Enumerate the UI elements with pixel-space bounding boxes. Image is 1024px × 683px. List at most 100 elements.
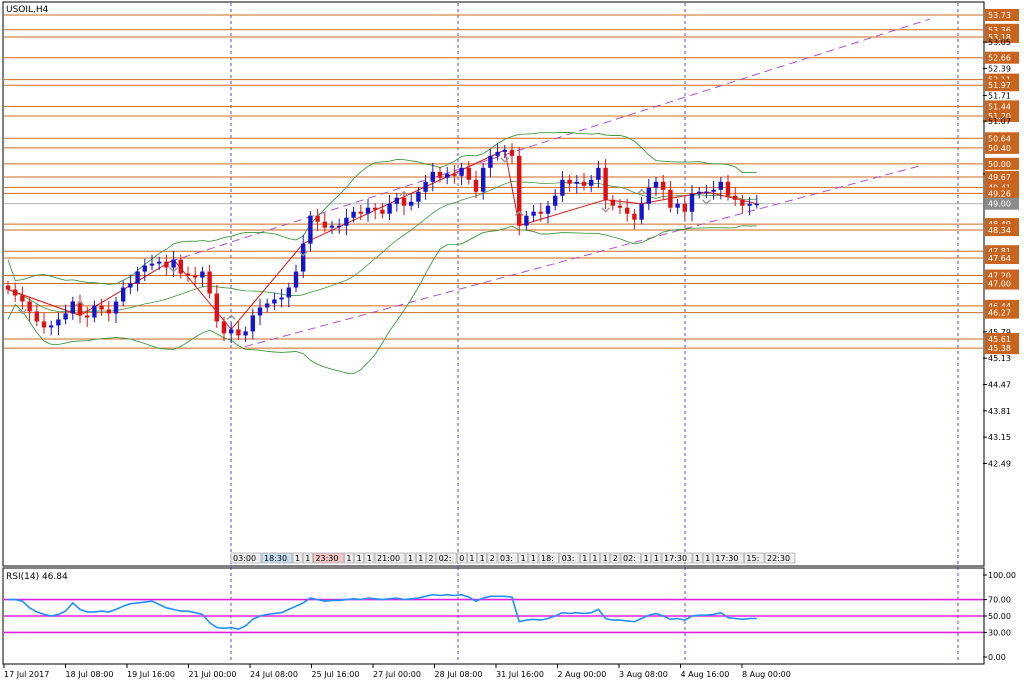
candle-body: [373, 207, 378, 210]
price-tick-label: 43.81: [988, 407, 1011, 416]
candle-body: [675, 203, 680, 208]
fractal-marker: [298, 251, 308, 257]
fractal-marker: [399, 190, 409, 197]
candle-body: [574, 181, 579, 184]
price-level-label: 51.97: [988, 81, 1011, 90]
candle-body: [416, 191, 421, 202]
time-marker-label: 03:00: [233, 554, 256, 563]
time-marker-box: [415, 552, 426, 564]
time-marker-box: [313, 552, 344, 564]
time-marker-box: [651, 552, 662, 564]
rsi-tick-label: 100.00: [988, 571, 1016, 580]
candle-body: [27, 301, 32, 312]
time-marker-label: 22:30: [767, 554, 790, 563]
candle-body: [509, 149, 515, 156]
price-level-label: 52.66: [988, 54, 1011, 63]
candle-body: [581, 181, 587, 186]
fractal-marker: [514, 210, 524, 217]
candle-body: [315, 215, 320, 222]
time-marker-label: 2: [613, 554, 618, 563]
candle-body: [646, 187, 651, 204]
price-level-label: 46.44: [988, 302, 1011, 311]
candle-body: [279, 297, 284, 300]
time-marker-label: 1: [305, 554, 310, 563]
candle-body: [20, 295, 25, 302]
price-level-tag: [985, 251, 1019, 264]
time-marker-box: [702, 552, 713, 564]
price-level-tag: [985, 51, 1019, 64]
time-marker-label: 17:30: [664, 554, 687, 563]
time-marker-box: [518, 552, 529, 564]
time-marker-label: 0: [459, 554, 464, 563]
time-marker-label: 03:: [500, 554, 513, 563]
price-tick-label: 42.49: [988, 459, 1011, 468]
candle-body: [668, 189, 673, 208]
time-marker-label: 1: [408, 554, 413, 563]
fractal-marker: [637, 188, 647, 195]
candle-body: [560, 179, 565, 196]
time-marker-label: 1: [654, 554, 659, 563]
time-marker-box: [477, 552, 488, 564]
candle-body: [697, 191, 702, 194]
time-marker-label: 1: [582, 554, 587, 563]
price-level-tag: [985, 306, 1019, 319]
price-level-label: 45.38: [988, 344, 1011, 353]
candle-body: [538, 211, 543, 214]
time-marker-label: 1: [695, 554, 700, 563]
candle-body: [41, 321, 47, 328]
price-level-tag: [985, 187, 1019, 200]
fractal-marker: [169, 267, 179, 273]
candle-body: [171, 259, 176, 268]
price-level-tag: [985, 132, 1019, 145]
price-level-label: 49.67: [988, 173, 1011, 182]
time-marker-label: 1: [531, 554, 536, 563]
candle-body: [589, 179, 594, 186]
time-marker-box: [436, 552, 457, 564]
time-markers: 03:00 18:30 1 1 23:30 1 1 1 21:00 1 1 2 02: 0 1 1 2 03: 1 1…: [230, 552, 796, 564]
time-marker-box: [590, 552, 600, 564]
candle-body: [207, 271, 212, 294]
time-marker-box: [261, 552, 293, 564]
time-tick-label: 18 Jul 08:00: [66, 670, 114, 679]
time-marker-box: [292, 552, 303, 564]
candle-body: [481, 167, 486, 192]
bollinger-lower-band: [7, 225, 757, 375]
current-price-tag: [985, 197, 1019, 210]
candle-body: [365, 207, 371, 214]
rsi-lines: 100.00 70.00 50.00 30.00 0.00: [4, 571, 1016, 662]
time-marker-box: [374, 552, 406, 564]
time-marker-box: [528, 552, 539, 564]
candle-body: [236, 329, 241, 336]
price-tick-label: 51.07: [988, 117, 1011, 126]
time-marker-box: [713, 552, 744, 564]
time-marker-box: [497, 552, 518, 564]
fractal-marker: [75, 300, 85, 306]
candle-body: [517, 155, 522, 226]
time-tick-label: 2 Aug 00:00: [558, 670, 607, 679]
candle-body: [553, 195, 558, 206]
candle-body: [272, 299, 277, 304]
price-tick-label: 45.79: [988, 328, 1011, 337]
time-marker-label: 1: [521, 554, 526, 563]
price-level-label: 53.36: [988, 26, 1011, 35]
candle-body: [718, 181, 723, 190]
candle-body: [610, 199, 615, 206]
time-marker-label: 1: [357, 554, 362, 563]
candle-body: [34, 311, 39, 322]
price-level-label: 50.64: [988, 134, 1011, 143]
time-marker-label: 15:: [746, 554, 759, 563]
candle-body: [337, 225, 342, 228]
price-level-tag: [985, 332, 1019, 345]
time-marker-label: 1: [592, 554, 597, 563]
candle-body: [85, 315, 90, 318]
time-marker-label: 1: [367, 554, 372, 563]
fractal-marker: [17, 308, 27, 315]
price-level-label: 53.18: [988, 33, 1011, 42]
time-marker-box: [405, 552, 416, 564]
price-level-tag: [985, 9, 1019, 21]
rsi-tick-label: 70.00: [988, 596, 1011, 605]
time-marker-box: [364, 552, 375, 564]
time-marker-box: [744, 552, 765, 564]
candles: [5, 143, 759, 343]
time-marker-box: [456, 552, 467, 564]
